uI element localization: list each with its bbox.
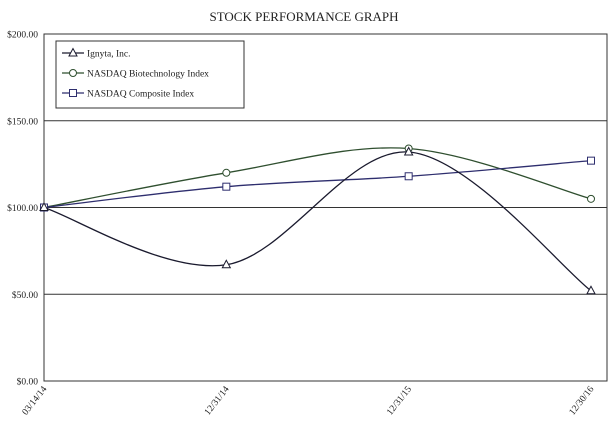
legend: Ignyta, Inc. NASDAQ Biotechnology Index NA… [55, 40, 245, 109]
y-axis-ticks: $0.00 $50.00 $100.00 $150.00 $200.00 [7, 30, 38, 388]
x-axis-ticks: 03/14/14 12/31/14 12/31/15 12/30/16 [21, 384, 597, 417]
series-0-point-0 [39, 201, 49, 211]
series-1-point-3 [587, 194, 595, 203]
series-line-0 [43, 151, 592, 292]
series-lines [39, 144, 596, 295]
legend-box [55, 40, 245, 109]
series-2-point-3 [587, 156, 595, 165]
x-tick-label-2: 12/31/15 [385, 384, 414, 417]
y-tick-label-4: $200.00 [7, 30, 38, 41]
legend-label-1: NASDAQ Biotechnology Index [87, 70, 209, 80]
series-2-point-2 [404, 172, 413, 181]
x-tick-label-3: 12/30/16 [568, 384, 597, 417]
legend-item-2: NASDAQ Composite Index [62, 89, 194, 100]
x-tick-label-1: 12/31/14 [203, 384, 232, 417]
series-0 [39, 146, 596, 295]
series-line-2 [43, 160, 592, 209]
legend-item-0: Ignyta, Inc. [62, 47, 131, 60]
series-line-1 [43, 147, 592, 209]
y-tick-label-1: $50.00 [12, 290, 38, 301]
grid-lines [44, 120, 607, 295]
series-1-point-1 [222, 168, 231, 177]
legend-label-0: Ignyta, Inc. [87, 50, 131, 60]
y-tick-label-0: $0.00 [17, 377, 39, 388]
series-0-point-2 [403, 146, 414, 156]
legend-item-1: NASDAQ Biotechnology Index [62, 69, 209, 80]
chart-title: STOCK PERFORMANCE GRAPH [209, 9, 398, 24]
legend-marker-2 [69, 89, 77, 97]
y-tick-label-2: $100.00 [7, 203, 38, 214]
series-1 [40, 144, 595, 212]
y-tick-label-3: $150.00 [7, 116, 38, 127]
legend-marker-0 [68, 47, 78, 57]
x-tick-label-0: 03/14/14 [21, 384, 50, 417]
series-0-point-3 [586, 285, 596, 295]
legend-label-2: NASDAQ Composite Index [87, 90, 194, 100]
legend-marker-1 [69, 69, 77, 77]
series-2-point-1 [222, 182, 231, 191]
series-0-point-1 [221, 259, 232, 269]
